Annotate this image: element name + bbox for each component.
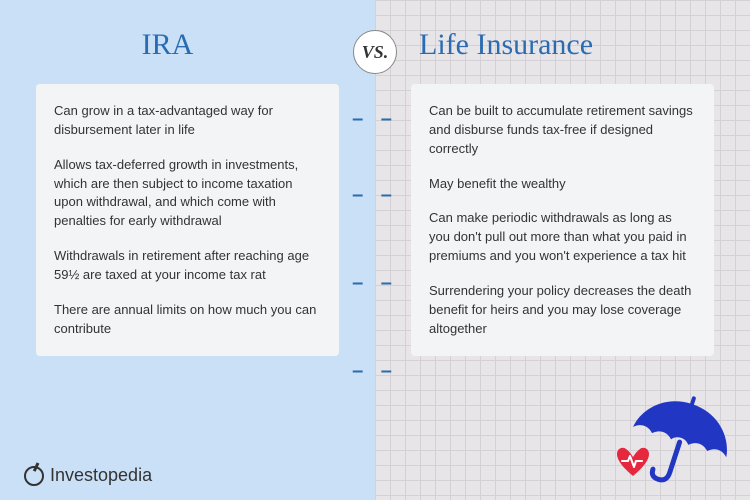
vs-badge: VS. <box>353 30 397 74</box>
logo-text: Investopedia <box>50 465 152 486</box>
right-title: Life Insurance <box>411 28 714 62</box>
left-point: Withdrawals in retirement after reaching… <box>54 247 321 285</box>
right-point: Can be built to accumulate retirement sa… <box>429 102 696 159</box>
left-panel: IRA Can grow in a tax-advantaged way for… <box>0 0 375 500</box>
right-point: May benefit the wealthy <box>429 175 696 194</box>
heart-icon <box>616 447 650 482</box>
left-point: Allows tax-deferred growth in investment… <box>54 156 321 231</box>
left-content-box: Can grow in a tax-advantaged way for dis… <box>36 84 339 356</box>
logo-icon <box>24 466 44 486</box>
right-point: Surrendering your policy decreases the d… <box>429 282 696 339</box>
vs-label: VS. <box>362 42 389 63</box>
right-point: Can make periodic withdrawals as long as… <box>429 209 696 266</box>
investopedia-logo: Investopedia <box>24 465 152 486</box>
left-point: There are annual limits on how much you … <box>54 301 321 339</box>
comparison-container: IRA Can grow in a tax-advantaged way for… <box>0 0 750 500</box>
right-content-box: Can be built to accumulate retirement sa… <box>411 84 714 356</box>
separator-dash: – – <box>352 184 398 207</box>
left-title: IRA <box>36 28 339 62</box>
separator-dash: – – <box>352 360 398 383</box>
separator-dash: – – <box>352 272 398 295</box>
separator-dash: – – <box>352 108 398 131</box>
left-point: Can grow in a tax-advantaged way for dis… <box>54 102 321 140</box>
